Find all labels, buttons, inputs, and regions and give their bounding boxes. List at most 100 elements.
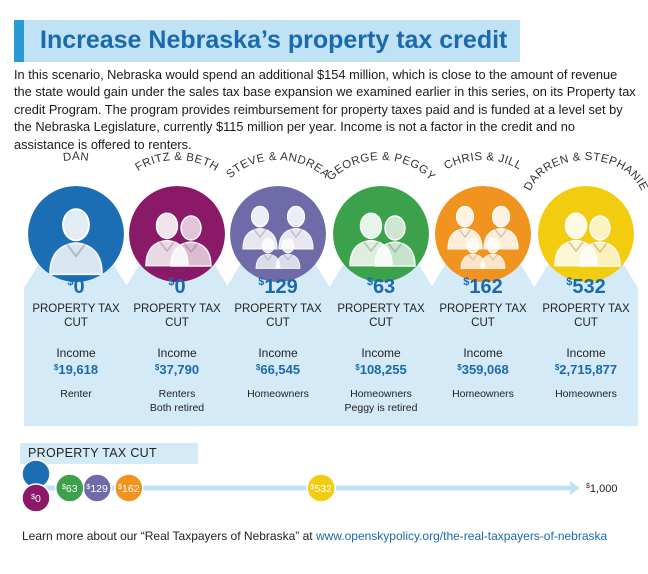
family-avatar-icon — [538, 186, 634, 282]
scale-marker: $162 — [114, 473, 144, 503]
family-column: DARREN & STEPHANIE $532 PROPERTY TAX CUT… — [522, 151, 648, 426]
tax-cut-value: 532 — [572, 276, 606, 298]
intro-paragraph: In this scenario, Nebraska would spend a… — [14, 67, 636, 152]
family-name-label: GEORGE & PEGGY — [315, 151, 447, 206]
income-value: 19,618 — [58, 362, 99, 377]
income-label: Income — [258, 346, 298, 360]
tax-cut-label: PROPERTY TAX CUT — [337, 303, 425, 329]
family-name: DAN — [62, 151, 89, 164]
income-panel — [125, 342, 229, 426]
tax-cut-value: 63 — [372, 276, 396, 298]
family-name: CHRIS & JILL — [442, 151, 523, 173]
household-detail: Peggy is retired — [344, 402, 418, 414]
scale-marker: $129 — [82, 473, 112, 503]
income-amount: $37,790 — [154, 362, 200, 377]
tax-cut-amount: $162 — [463, 276, 503, 298]
household-note: Renters Both retired — [125, 387, 229, 415]
title-accent-bar — [14, 20, 24, 62]
income-value: 37,790 — [159, 362, 200, 377]
svg-text:CHRIS & JILL: CHRIS & JILL — [442, 151, 524, 173]
income-label: Income — [463, 346, 503, 360]
household-note: Homeowners — [534, 387, 638, 401]
income-value: 359,068 — [461, 362, 509, 377]
family-name-label: CHRIS & JILL — [417, 151, 549, 206]
family-avatar-icon — [230, 186, 326, 282]
income-value: 2,715,877 — [559, 362, 618, 377]
footer-text: Learn more about our “Real Taxpayers of … — [22, 529, 316, 543]
tax-cut-label: PROPERTY TAX CUT — [439, 303, 527, 329]
income-panel — [534, 342, 638, 426]
tax-cut-amount: $129 — [258, 276, 298, 298]
scale-marker: $63 — [55, 473, 85, 503]
page-title: Increase Nebraska’s property tax credit — [40, 26, 508, 54]
scale-label: PROPERTY TAX CUT — [28, 446, 157, 460]
tax-cut-label: PROPERTY TAX CUT — [32, 303, 120, 329]
income-amount: $108,255 — [355, 362, 407, 377]
income-amount: $2,715,877 — [554, 362, 618, 377]
family-avatar-icon — [435, 186, 531, 282]
family-name-label: DAN — [10, 151, 142, 206]
title-banner — [14, 20, 520, 62]
family-name-label: FRITZ & BETH — [111, 151, 243, 206]
income-panel — [431, 342, 535, 426]
income-label: Income — [56, 346, 96, 360]
scale-label-background — [20, 443, 198, 464]
tax-cut-value: 0 — [73, 276, 85, 298]
family-avatar-icon — [333, 186, 429, 282]
scale-arrow-icon — [570, 481, 580, 495]
tax-cut-label: PROPERTY TAX CUT — [133, 303, 221, 329]
footer: Learn more about our “Real Taxpayers of … — [22, 529, 607, 543]
household-type: Renters — [158, 388, 196, 400]
tax-cut-amount: $532 — [566, 276, 606, 298]
income-label: Income — [157, 346, 197, 360]
scale-marker-label: $129 — [86, 483, 108, 495]
household-detail: Both retired — [149, 402, 205, 414]
tax-cut-value: 0 — [174, 276, 186, 298]
income-label: Income — [566, 346, 606, 360]
scale-marker: $0 — [21, 483, 51, 513]
household-note: Renter — [24, 387, 128, 401]
household-note: Homeowners Peggy is retired — [329, 387, 433, 415]
income-panel — [24, 342, 128, 426]
household-type: Homeowners — [555, 388, 617, 400]
tax-cut-value: 129 — [264, 276, 298, 298]
family-column: FRITZ & BETH $0 PROPERTY TAX CUT Income … — [125, 151, 229, 426]
tax-cut-value: 162 — [469, 276, 503, 298]
svg-text:DAN: DAN — [62, 151, 89, 164]
tax-cut-amount: $63 — [366, 276, 396, 298]
svg-text:FRITZ & BETH: FRITZ & BETH — [133, 151, 220, 174]
scale-marker-label: $0 — [31, 493, 41, 505]
tax-cut-amount: $0 — [168, 276, 186, 298]
income-amount: $66,545 — [255, 362, 301, 377]
household-note: Homeowners — [226, 387, 330, 401]
tax-cut-label: PROPERTY TAX CUT — [542, 303, 630, 329]
tax-cut-amount: $0 — [67, 276, 85, 298]
scale-marker — [21, 459, 51, 489]
family-avatar-icon — [129, 186, 225, 282]
household-note: Homeowners — [431, 387, 535, 401]
family-avatar-icon — [28, 186, 124, 282]
family-name-label: DARREN & STEPHANIE — [520, 151, 648, 206]
family-column: CHRIS & JILL $162 PROPERTY TAX CUT Incom… — [431, 151, 535, 426]
household-type: Homeowners — [350, 388, 412, 400]
scale-max-label: $1,000 — [586, 483, 617, 495]
family-column: GEORGE & PEGGY $63 PROPERTY TAX CUT Inco… — [325, 151, 437, 426]
scale-marker-label: $532 — [310, 483, 332, 495]
family-name-label: STEVE & ANDREA — [212, 151, 344, 206]
income-panel — [329, 342, 433, 426]
household-type: Renter — [60, 388, 92, 400]
family-column: STEVE & ANDREA $129 PROPERTY TAX CUT Inc… — [224, 151, 331, 426]
family-name: FRITZ & BETH — [133, 151, 220, 174]
tax-cut-label: PROPERTY TAX CUT — [234, 303, 322, 329]
footer-link[interactable]: www.openskypolicy.org/the-real-taxpayers… — [315, 529, 608, 543]
income-amount: $19,618 — [53, 362, 99, 377]
household-type: Homeowners — [247, 388, 309, 400]
family-column: DAN $0 PROPERTY TAX CUT Income $19,618 R… — [24, 151, 128, 426]
household-type: Homeowners — [452, 388, 514, 400]
scale-marker-label: $63 — [62, 483, 78, 495]
income-value: 66,545 — [260, 362, 301, 377]
income-label: Income — [361, 346, 401, 360]
scale-marker-label: $162 — [118, 483, 140, 495]
income-panel — [226, 342, 330, 426]
income-amount: $359,068 — [457, 362, 509, 377]
